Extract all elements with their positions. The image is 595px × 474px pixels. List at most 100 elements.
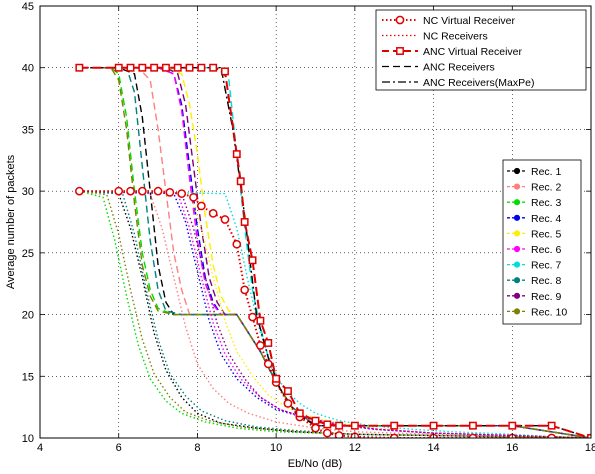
series-rec-10-anc xyxy=(79,66,591,438)
y-tick-label: 25 xyxy=(22,248,34,260)
axis-ticks: 4 6 8 10 12 14 16 18 10 15 20 25 30 35 40 45 xyxy=(22,1,595,454)
data-point xyxy=(429,421,438,430)
data-point xyxy=(114,63,123,72)
data-point xyxy=(240,285,250,295)
legend-label: ANC Receivers(MaxPe) xyxy=(423,77,534,89)
receiver-legend-entry: Rec. 7 xyxy=(507,260,562,272)
receiver-legend: Rec. 1 Rec. 2 Rec. 3 Rec. 4 Rec. 5 Rec. 6 Rec.… xyxy=(502,159,582,325)
y-tick-label: 15 xyxy=(22,371,34,383)
series-rec-6-anc xyxy=(79,66,591,438)
data-point xyxy=(232,150,241,159)
data-point xyxy=(75,186,84,196)
legend-label: NC Virtual Receiver xyxy=(423,15,516,27)
x-tick-label: 14 xyxy=(427,442,439,454)
data-point xyxy=(335,421,344,430)
data-point xyxy=(323,420,332,429)
data-point xyxy=(322,428,332,438)
y-tick-label: 20 xyxy=(22,310,34,322)
legend-label: Rec. 10 xyxy=(531,306,567,318)
legend-marker xyxy=(513,245,521,253)
data-point xyxy=(221,67,229,76)
x-tick-label: 6 xyxy=(116,442,122,454)
data-point xyxy=(468,421,477,430)
data-point xyxy=(272,374,281,383)
legend-label: Rec. 1 xyxy=(531,166,562,178)
data-point xyxy=(189,192,198,202)
data-point xyxy=(256,316,265,325)
legend-entry: ANC Receivers xyxy=(382,62,495,74)
data-point xyxy=(248,256,257,265)
legend-label: Rec. 4 xyxy=(531,213,562,225)
legend-marker xyxy=(513,230,521,237)
data-point xyxy=(75,63,84,72)
data-point xyxy=(264,339,273,347)
x-axis-label: Eb/No (dB) xyxy=(288,458,342,470)
data-point xyxy=(311,416,320,425)
legend-marker xyxy=(513,183,521,190)
y-axis-label: Average number of packets xyxy=(5,154,17,289)
data-point xyxy=(197,63,206,72)
data-point xyxy=(220,215,230,224)
legend-marker xyxy=(513,292,521,299)
legend-marker xyxy=(513,277,521,284)
data-point xyxy=(236,177,245,186)
series-line-rec-7-nc xyxy=(79,190,591,438)
data-point xyxy=(126,63,135,72)
series-line-rec-2-nc xyxy=(79,190,591,438)
data-point xyxy=(311,423,320,433)
data-point xyxy=(209,63,218,72)
data-point xyxy=(165,188,175,197)
series-rec-1-nc xyxy=(79,190,591,438)
legend-entry: NC Virtual Receiver xyxy=(382,15,516,27)
data-point xyxy=(185,63,194,72)
data-point xyxy=(126,186,135,196)
legend-marker xyxy=(395,15,405,25)
series-rec-2-nc xyxy=(79,190,591,438)
legend-marker xyxy=(396,47,404,55)
legend-entry: NC Receivers xyxy=(382,31,488,43)
legend-label: ANC Receivers xyxy=(423,62,495,74)
legend-marker xyxy=(513,308,521,315)
legend-marker xyxy=(513,214,521,221)
y-tick-label: 30 xyxy=(22,186,34,198)
data-point xyxy=(248,312,257,322)
data-point xyxy=(153,186,163,196)
series-rec-9-nc xyxy=(79,190,591,438)
plot-frame xyxy=(39,5,592,439)
data-point xyxy=(161,63,170,72)
y-tick-label: 35 xyxy=(22,124,34,136)
data-point xyxy=(114,186,124,196)
data-point xyxy=(284,387,292,396)
legend-label: Rec. 6 xyxy=(531,244,562,256)
data-point xyxy=(263,359,273,369)
series-rec-4-anc xyxy=(79,66,591,438)
legend-label: NC Receivers xyxy=(423,31,488,43)
data-point xyxy=(295,409,304,418)
x-tick-label: 4 xyxy=(37,442,43,454)
legend-label: Rec. 3 xyxy=(531,197,562,209)
series-line-rec-1-nc xyxy=(79,190,591,438)
y-tick-label: 10 xyxy=(22,433,34,445)
data-point xyxy=(232,239,242,249)
legend-label: Rec. 9 xyxy=(531,291,562,303)
data-point xyxy=(197,201,206,211)
legend-entry: ANC Virtual Receiver xyxy=(382,46,523,58)
receiver-legend-entry: Rec. 8 xyxy=(507,275,562,287)
receiver-legend-entry: Rec. 3 xyxy=(507,197,562,209)
data-point xyxy=(138,63,147,72)
series-line-rec-6-anc xyxy=(79,66,591,438)
legend-label: Rec. 2 xyxy=(531,182,562,194)
legend-label: Rec. 7 xyxy=(531,260,562,272)
data-point xyxy=(350,421,359,430)
data-point xyxy=(240,218,249,226)
legend-label: Rec. 5 xyxy=(531,228,562,240)
data-point xyxy=(283,399,293,408)
data-point xyxy=(150,63,159,72)
data-point xyxy=(256,341,265,350)
data-point xyxy=(208,209,218,218)
data-point xyxy=(177,189,187,198)
data-point xyxy=(173,63,182,72)
receiver-legend-entry: Rec. 1 xyxy=(507,166,562,178)
receiver-legend-entry: Rec. 10 xyxy=(507,306,567,318)
